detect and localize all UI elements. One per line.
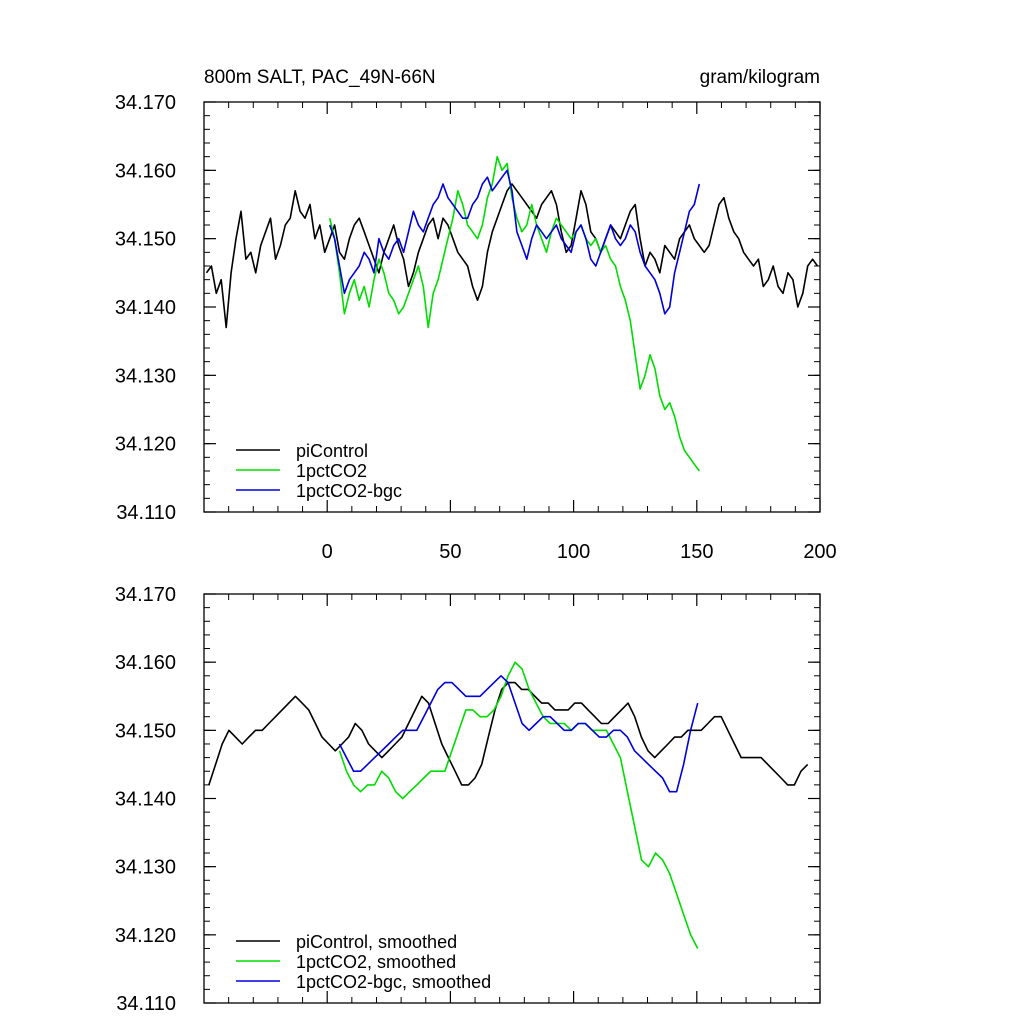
x-tick-label: 0: [322, 541, 333, 563]
y-tick-label: 34.110: [116, 993, 176, 1015]
y-tick-label: 34.170: [115, 584, 176, 606]
legend-label: 1pctCO2: [296, 461, 367, 481]
legend-label: 1pctCO2-bgc: [296, 481, 402, 501]
y-tick-label: 34.110: [116, 502, 176, 524]
y-tick-label: 34.160: [115, 652, 176, 674]
y-tick-label: 34.160: [115, 160, 176, 182]
y-tick-label: 34.170: [115, 92, 176, 114]
x-tick-label: 150: [680, 541, 713, 563]
panel-top: 34.110 34.120 34.130 34.140 34.150 34.160 34.1…: [115, 92, 837, 563]
series-line-1pctCO2-bgc: [338, 674, 699, 793]
series-line-1pctCO2: [338, 661, 699, 949]
x-tick-label: 200: [803, 541, 836, 563]
legend-label: piControl, smoothed: [296, 932, 457, 952]
legend-label: 1pctCO2, smoothed: [296, 952, 456, 972]
legend-label: piControl: [296, 441, 368, 461]
y-tick-label: 34.150: [115, 720, 176, 742]
panel-bottom: 34.110 34.120 34.130 34.140 34.150 34.160 34.1…: [115, 584, 821, 1015]
y-tick-label: 34.130: [115, 365, 176, 387]
legend-label: 1pctCO2-bgc, smoothed: [296, 972, 491, 992]
y-tick-label: 34.140: [115, 789, 176, 811]
y-tick-label: 34.140: [115, 297, 176, 319]
series-line-piControl: [205, 183, 819, 329]
units-label: gram/kilogram: [700, 67, 820, 88]
y-tick-label: 34.150: [115, 229, 176, 251]
series-line-piControl: [208, 681, 809, 786]
y-tick-label: 34.120: [115, 925, 176, 947]
x-tick-label: 50: [439, 541, 461, 563]
series-line-1pctCO2-bgc: [328, 169, 701, 315]
x-tick-label: 100: [557, 541, 590, 563]
chart-title: 800m SALT, PAC_49N-66N: [204, 67, 436, 88]
y-tick-label: 34.120: [115, 434, 176, 456]
series-line-1pctCO2: [328, 155, 700, 472]
y-tick-label: 34.130: [115, 857, 176, 879]
